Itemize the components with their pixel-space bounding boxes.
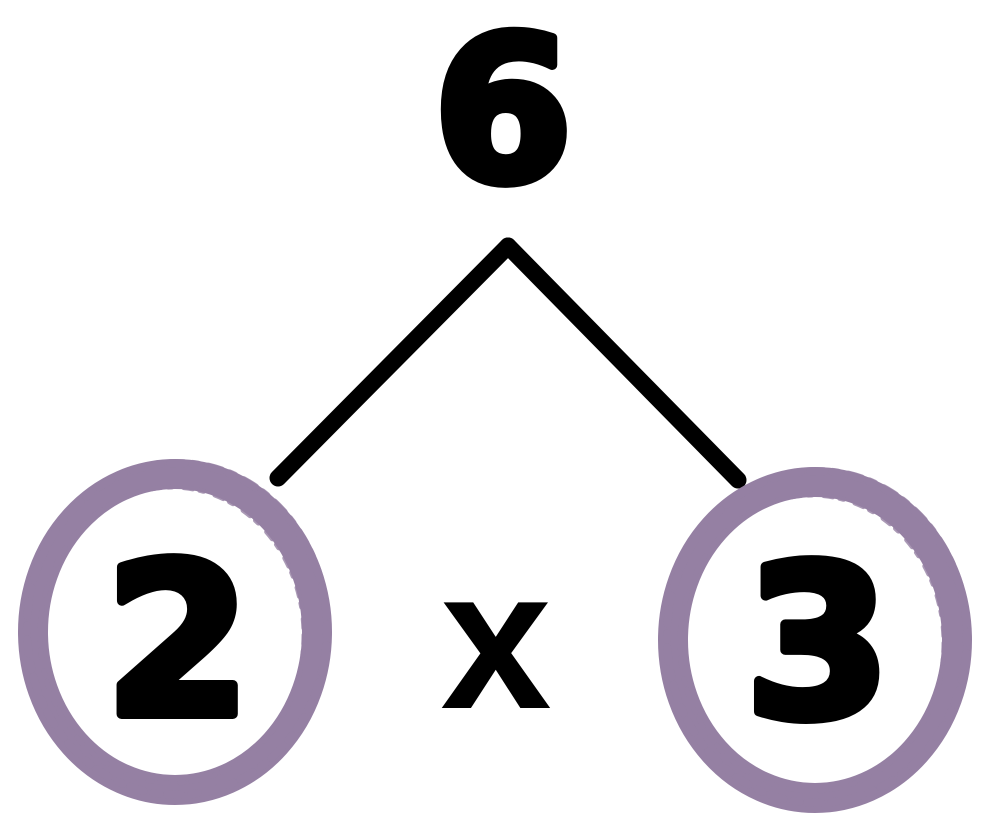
left-factor-number: 2 <box>105 519 251 764</box>
tree-branches <box>269 237 747 489</box>
right-factor-circle <box>658 467 972 813</box>
root-number: 6 <box>433 0 572 228</box>
right-factor-number: 3 <box>745 521 891 766</box>
multiplication-sign: x <box>440 528 551 751</box>
left-branch <box>269 237 517 487</box>
right-branch <box>499 237 747 489</box>
left-factor-circle <box>18 459 332 805</box>
